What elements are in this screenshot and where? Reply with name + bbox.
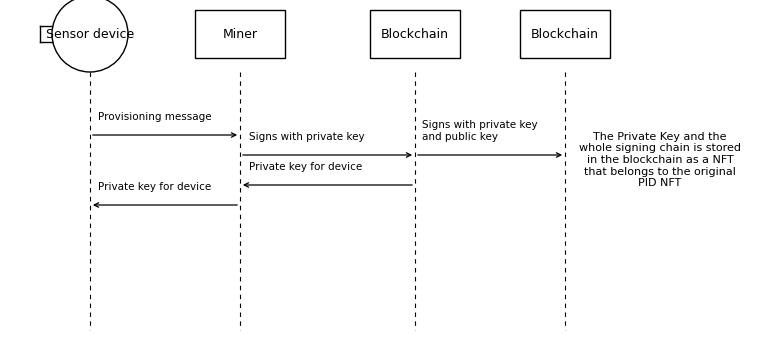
Text: Private key for device: Private key for device xyxy=(97,182,210,192)
Text: Signs with private key: Signs with private key xyxy=(249,132,365,142)
Text: Blockchain: Blockchain xyxy=(531,27,599,40)
Text: Signs with private key
and public key: Signs with private key and public key xyxy=(423,120,538,142)
Text: Miner: Miner xyxy=(223,27,258,40)
FancyBboxPatch shape xyxy=(195,10,285,58)
FancyBboxPatch shape xyxy=(520,10,610,58)
FancyBboxPatch shape xyxy=(370,10,460,58)
Text: Provisioning message: Provisioning message xyxy=(97,112,211,122)
Text: Sensor device: Sensor device xyxy=(46,27,134,40)
Text: Blockchain: Blockchain xyxy=(381,27,449,40)
Text: The Private Key and the
whole signing chain is stored
in the blockchain as a NFT: The Private Key and the whole signing ch… xyxy=(579,132,741,188)
Text: Private key for device: Private key for device xyxy=(249,162,362,172)
